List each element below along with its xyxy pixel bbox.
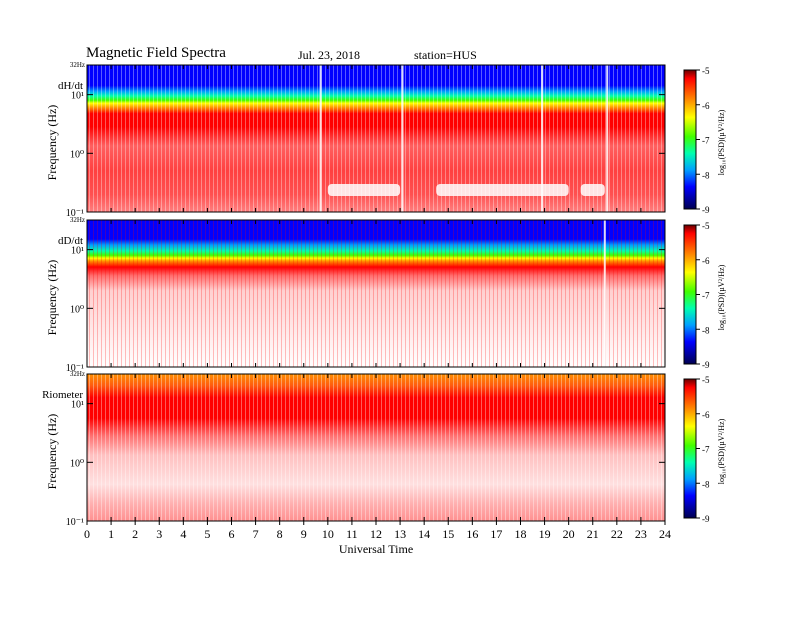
colorbar-tick-label: -8 [702,479,710,489]
station-label: station=HUS [414,48,477,62]
colorbar-tick-label: -6 [702,410,710,420]
y-axis-label: Frequency (Hz) [45,414,59,490]
x-tick-label: 23 [635,527,647,541]
x-tick-label: 10 [322,527,334,541]
x-tick-label: 9 [301,527,307,541]
y-tick-label: 10⁰ [70,149,84,160]
y-top-label: 32Hz [70,370,85,378]
x-tick-label: 16 [466,527,478,541]
colorbar-tick-label: -7 [702,291,710,301]
quiet-interval [327,184,401,197]
colorbar-label: log₁₀(PSD)(µV²/Hz) [717,109,726,175]
spectrogram-panel-3 [86,373,700,522]
y-tick-label: 10⁻¹ [66,363,84,374]
x-tick-label: 6 [229,527,235,541]
x-tick-label: 15 [442,527,454,541]
y-tick-label: 10¹ [71,91,84,102]
spectrogram-panel-1 [86,64,700,213]
x-tick-label: 1 [108,527,114,541]
colorbar-tick-label: -9 [702,205,710,215]
quiet-interval [580,184,605,197]
y-top-label: 32Hz [70,216,85,224]
panel-label: dH/dt [58,80,83,92]
colorbar-tick-label: -5 [702,221,710,231]
colorbar-tick-label: -9 [702,514,710,524]
y-top-label: 32Hz [70,61,85,69]
y-tick-label: 10¹ [71,400,84,411]
y-tick-label: 10⁻¹ [66,517,84,528]
colorbar-label: log₁₀(PSD)(µV²/Hz) [717,264,726,330]
colorbar-label: log₁₀(PSD)(µV²/Hz) [717,418,726,484]
colorbar-tick-label: -7 [702,136,710,146]
x-tick-label: 13 [394,527,406,541]
x-tick-label: 19 [539,527,551,541]
y-axis-label: Frequency (Hz) [45,105,59,181]
colorbar [683,224,697,365]
x-tick-label: 4 [180,527,186,541]
figure-title: Magnetic Field Spectra [86,45,226,61]
panel-label: Riometer [42,389,83,401]
colorbar-tick-label: -6 [702,101,710,111]
x-tick-label: 20 [563,527,575,541]
x-tick-label: 24 [659,527,671,541]
x-tick-label: 12 [370,527,382,541]
colorbar-tick-label: -8 [702,170,710,180]
x-tick-label: 11 [346,527,358,541]
heatmap-texture [87,374,665,521]
x-tick-label: 21 [587,527,599,541]
x-tick-label: 3 [156,527,162,541]
spectrogram-panel-2 [86,219,700,368]
x-tick-label: 5 [204,527,210,541]
y-tick-label: 10¹ [71,246,84,257]
y-tick-label: 10⁻¹ [66,208,84,219]
y-axis-label: Frequency (Hz) [45,260,59,336]
x-tick-label: 22 [611,527,623,541]
colorbar-tick-label: -5 [702,375,710,385]
heatmap-texture [87,220,665,367]
x-axis-label: Universal Time [339,542,413,556]
colorbar-tick-label: -8 [702,325,710,335]
y-tick-label: 10⁰ [70,458,84,469]
x-tick-label: 7 [253,527,259,541]
y-tick-label: 10⁰ [70,304,84,315]
panel-label: dD/dt [58,235,83,247]
colorbar-tick-label: -9 [702,360,710,370]
x-tick-label: 8 [277,527,283,541]
figure-date: Jul. 23, 2018 [298,48,361,62]
x-tick-label: 2 [132,527,138,541]
quiet-interval [436,184,569,197]
x-tick-label: 14 [418,527,430,541]
colorbar-tick-label: -5 [702,66,710,76]
colorbar [683,69,697,210]
x-tick-label: 0 [84,527,90,541]
x-tick-label: 18 [515,527,527,541]
colorbar-tick-label: -6 [702,256,710,266]
x-tick-label: 17 [490,527,502,541]
colorbar [683,378,697,519]
colorbar-tick-label: -7 [702,445,710,455]
